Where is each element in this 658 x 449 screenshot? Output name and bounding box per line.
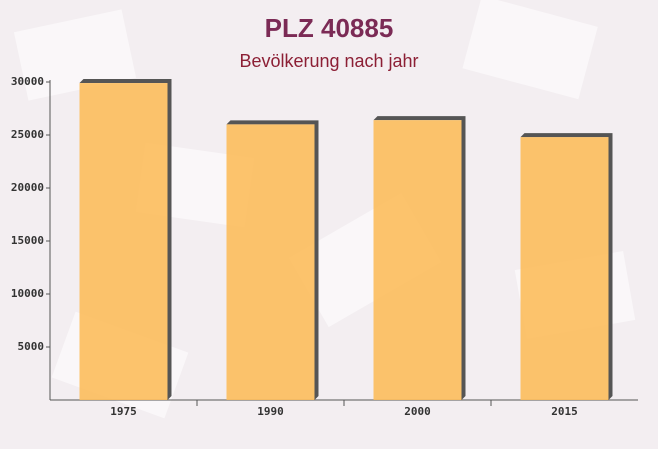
y-tick-label: 15000 <box>11 234 44 247</box>
bar <box>226 124 315 401</box>
y-tick-label: 5000 <box>18 340 45 353</box>
x-tick-label: 2000 <box>404 405 431 418</box>
y-tick-label: 10000 <box>11 287 44 300</box>
y-tick-label: 20000 <box>11 181 44 194</box>
y-tick-label: 30000 <box>11 75 44 88</box>
y-tick-label: 25000 <box>11 128 44 141</box>
x-tick-label: 2015 <box>551 405 578 418</box>
bar <box>373 120 462 400</box>
x-tick-label: 1990 <box>257 405 284 418</box>
chart-subtitle: Bevölkerung nach jahr <box>239 51 418 71</box>
chart-title: PLZ 40885 <box>265 13 394 43</box>
bar <box>520 137 609 400</box>
bar <box>79 83 168 400</box>
x-tick-label: 1975 <box>110 405 137 418</box>
